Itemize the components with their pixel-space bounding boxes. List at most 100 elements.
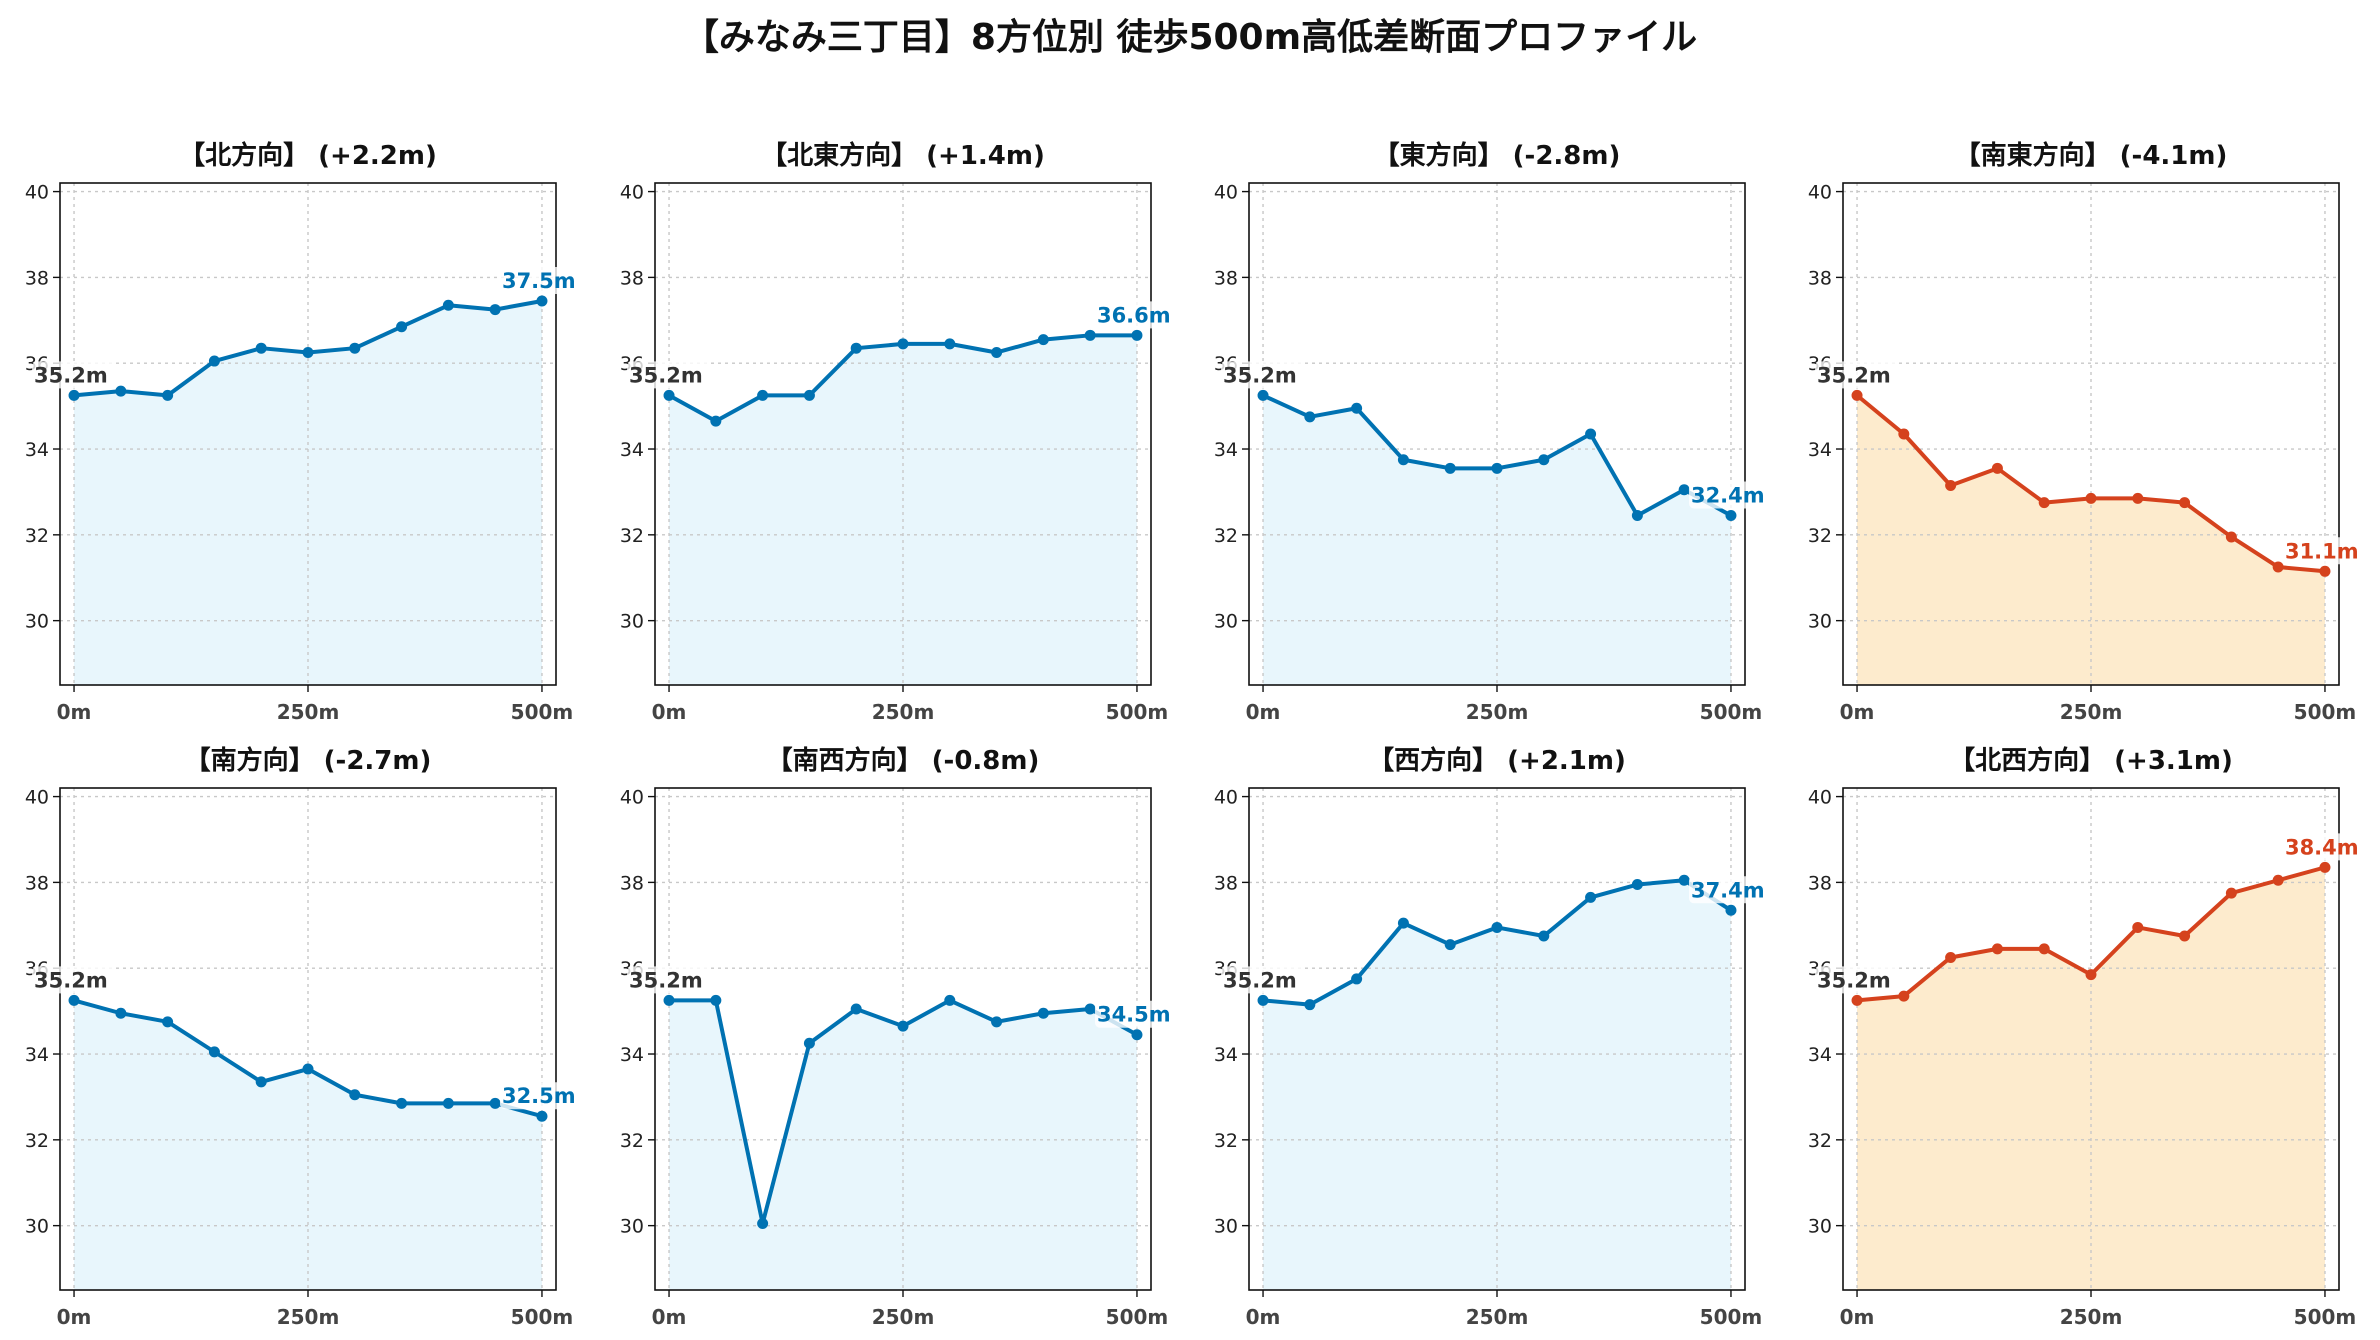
- x-tick-label: 250m: [277, 1305, 340, 1329]
- start-label-bg: [627, 361, 712, 389]
- data-point: [68, 389, 80, 401]
- data-point: [1397, 454, 1409, 466]
- x-tick-label: 250m: [2060, 700, 2123, 724]
- data-point: [536, 1110, 548, 1122]
- x-tick-label: 500m: [1106, 1305, 1169, 1329]
- y-tick-label: 34: [1808, 439, 1832, 461]
- end-value-label: 32.4m: [1691, 484, 1765, 508]
- x-tick-label: 250m: [872, 1305, 935, 1329]
- data-point: [710, 994, 722, 1006]
- y-tick-label: 40: [620, 787, 644, 809]
- x-tick-label: 500m: [1700, 1305, 1763, 1329]
- data-point: [302, 346, 314, 358]
- panel-8: 3032343638400m250m500m【北西方向】 (+3.1m)35.2…: [1808, 745, 2367, 1329]
- panel-2: 3032343638400m250m500m【北東方向】 (+1.4m)35.2…: [620, 140, 1179, 724]
- data-point: [2225, 887, 2237, 899]
- end-value-label: 32.5m: [502, 1084, 576, 1108]
- data-point: [2179, 497, 2191, 509]
- data-point: [1898, 990, 1910, 1002]
- data-point: [2225, 531, 2237, 543]
- data-point: [663, 389, 675, 401]
- plot-frame: [59, 787, 557, 1291]
- data-point: [1131, 1029, 1143, 1041]
- data-point: [757, 389, 769, 401]
- y-tick-label: 40: [25, 182, 49, 204]
- x-tick-label: 500m: [511, 1305, 574, 1329]
- start-label-bg: [32, 361, 117, 389]
- y-tick-label: 38: [25, 267, 49, 289]
- end-value-label: 37.5m: [502, 269, 576, 293]
- start-value-label: 35.2m: [34, 968, 108, 992]
- data-point: [1538, 930, 1550, 942]
- data-point: [944, 994, 956, 1006]
- data-point: [1991, 462, 2003, 474]
- data-point: [68, 994, 80, 1006]
- y-tick-label: 40: [1808, 787, 1832, 809]
- data-point: [1725, 904, 1737, 916]
- end-label-bg: [1094, 301, 1179, 329]
- end-value-label: 31.1m: [2285, 539, 2359, 563]
- x-tick-label: 500m: [2294, 1305, 2357, 1329]
- y-tick-label: 40: [1808, 182, 1832, 204]
- data-point: [2038, 943, 2050, 955]
- data-point: [991, 1016, 1003, 1028]
- y-tick-label: 38: [620, 267, 644, 289]
- x-tick-label: 500m: [2294, 700, 2357, 724]
- data-point: [850, 1003, 862, 1015]
- data-point: [115, 1007, 127, 1019]
- x-tick-label: 0m: [1246, 700, 1281, 724]
- end-value-label: 34.5m: [1097, 1003, 1171, 1027]
- panel-6: 3032343638400m250m500m【南西方向】 (-0.8m)35.2…: [620, 745, 1179, 1329]
- y-tick-label: 32: [1214, 525, 1238, 547]
- data-point: [1304, 411, 1316, 423]
- data-point: [1538, 454, 1550, 466]
- data-point: [1631, 510, 1643, 522]
- data-point: [897, 1020, 909, 1032]
- end-label-bg: [1688, 876, 1773, 904]
- y-tick-label: 38: [1808, 267, 1832, 289]
- y-tick-label: 38: [1214, 872, 1238, 894]
- x-tick-label: 0m: [1840, 1305, 1875, 1329]
- data-point: [1491, 462, 1503, 474]
- data-point: [850, 342, 862, 354]
- data-point: [1084, 329, 1096, 341]
- y-tick-label: 32: [1808, 525, 1832, 547]
- data-point: [757, 1217, 769, 1229]
- data-point: [1257, 389, 1269, 401]
- x-tick-label: 250m: [872, 700, 935, 724]
- data-point: [2038, 497, 2050, 509]
- y-tick-label: 38: [1808, 872, 1832, 894]
- y-tick-label: 34: [1808, 1044, 1832, 1066]
- data-point: [1257, 994, 1269, 1006]
- data-point: [897, 338, 909, 350]
- x-tick-label: 0m: [652, 700, 687, 724]
- x-tick-label: 0m: [652, 1305, 687, 1329]
- x-tick-label: 500m: [1700, 700, 1763, 724]
- data-point: [803, 389, 815, 401]
- start-label-bg: [32, 966, 117, 994]
- data-point: [255, 1076, 267, 1088]
- area-fill: [669, 335, 1137, 685]
- y-tick-label: 40: [1214, 182, 1238, 204]
- y-tick-label: 30: [1808, 1216, 1832, 1238]
- plot-frame: [1842, 787, 2340, 1291]
- data-point: [115, 385, 127, 397]
- data-point: [944, 338, 956, 350]
- panel-5: 3032343638400m250m500m【南方向】 (-2.7m)35.2m…: [25, 745, 584, 1329]
- data-point: [349, 342, 361, 354]
- start-label-bg: [1221, 361, 1306, 389]
- x-tick-label: 250m: [2060, 1305, 2123, 1329]
- data-point: [2272, 561, 2284, 573]
- plot-frame: [1248, 182, 1746, 686]
- data-point: [208, 355, 220, 367]
- y-tick-label: 34: [25, 439, 49, 461]
- y-tick-label: 34: [25, 1044, 49, 1066]
- end-label-bg: [2282, 833, 2367, 861]
- data-point: [803, 1037, 815, 1049]
- end-label-bg: [1688, 481, 1773, 509]
- data-point: [162, 1016, 174, 1028]
- data-point: [1678, 484, 1690, 496]
- panel-3: 3032343638400m250m500m【東方向】 (-2.8m)35.2m…: [1214, 140, 1773, 724]
- y-tick-label: 30: [620, 1216, 644, 1238]
